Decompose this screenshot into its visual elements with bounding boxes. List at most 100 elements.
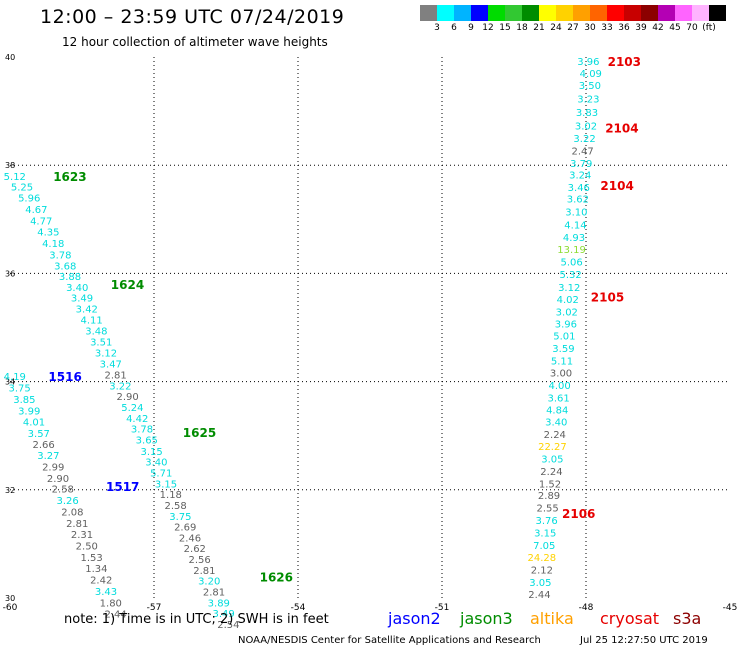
x-tick-label: -54 <box>291 603 306 613</box>
pass-number-label: 2106 <box>562 507 595 521</box>
wave-height-value: 4.01 <box>23 418 45 429</box>
wave-height-value: 3.83 <box>576 108 598 119</box>
wave-height-value: 2.24 <box>544 430 566 441</box>
wave-height-value: 3.27 <box>37 451 59 462</box>
scale-swatch <box>573 5 590 21</box>
x-tick-label: -60 <box>3 603 18 613</box>
wave-height-value: 4.84 <box>546 406 568 417</box>
wave-height-value: 3.48 <box>85 327 107 338</box>
wave-height-value: 1.34 <box>85 564 107 575</box>
pass-number-label: 1623 <box>53 170 86 184</box>
wave-height-value: 4.35 <box>37 228 59 239</box>
wave-height-value: 1.80 <box>100 598 122 609</box>
wave-height-value: 3.40 <box>545 418 567 429</box>
legend-jason3: jason3 <box>460 609 513 628</box>
wave-height-value: 4.00 <box>548 381 570 392</box>
wave-height-value: 2.08 <box>61 507 83 518</box>
wave-height-value: 3.75 <box>169 512 191 523</box>
y-tick-label: 36 <box>5 269 15 278</box>
wave-height-value: 2.81 <box>66 519 88 530</box>
scale-label: 15 <box>499 23 511 33</box>
scale-label: 30 <box>584 23 596 33</box>
wave-height-value: 2.89 <box>538 491 560 502</box>
wave-height-value: 3.99 <box>18 406 40 417</box>
x-tick-label: -48 <box>579 603 594 613</box>
scale-label: 6 <box>451 23 457 33</box>
x-tick-label: -57 <box>147 603 162 613</box>
wave-height-value: 3.47 <box>100 360 122 371</box>
footer-timestamp: Jul 25 12:27:50 UTC 2019 <box>580 635 708 646</box>
wave-height-value: 13.19 <box>557 245 586 256</box>
wave-height-value: 5.24 <box>121 403 143 414</box>
wave-height-value: 3.05 <box>529 578 551 589</box>
scale-label: 45 <box>669 23 681 33</box>
wave-height-value: 2.47 <box>572 147 594 158</box>
axis-tick-labels: -60 -57 -54 -51 -48 -45 40 38 36 34 32 30 <box>3 53 738 613</box>
wave-height-value: 22.27 <box>538 442 567 453</box>
wave-height-value: 3.78 <box>131 425 153 436</box>
wave-height-value: 5.96 <box>18 194 40 205</box>
scale-swatch <box>522 5 539 21</box>
wave-height-observations: 3.964.093.503.233.833.023.222.473.793.24… <box>4 57 602 631</box>
wave-height-value: 2.66 <box>32 440 54 451</box>
wave-height-value: 3.96 <box>577 57 599 68</box>
wave-height-value: 2.90 <box>116 392 138 403</box>
wave-height-value: 3.49 <box>71 294 93 305</box>
wave-height-value: 2.31 <box>71 530 93 541</box>
wave-height-value: 3.57 <box>28 429 50 440</box>
wave-height-value: 3.68 <box>54 261 76 272</box>
scale-swatch <box>624 5 641 21</box>
legend-jason2: jason2 <box>388 609 441 628</box>
scale-swatch <box>692 5 709 21</box>
wave-height-value: 4.19 <box>4 372 26 383</box>
wave-height-value: 2.62 <box>184 544 206 555</box>
scale-swatch <box>590 5 607 21</box>
pass-number-label: 1626 <box>260 570 293 584</box>
wave-height-value: 3.12 <box>558 283 580 294</box>
pass-number-label: 2103 <box>608 55 641 69</box>
footer-credit: NOAA/NESDIS Center for Satellite Applica… <box>238 635 541 646</box>
wave-height-value: 3.22 <box>109 381 131 392</box>
y-tick-label: 32 <box>5 486 15 495</box>
scale-label: 21 <box>533 23 545 33</box>
legend-cryosat: cryosat <box>600 609 660 628</box>
scale-label: 36 <box>618 23 630 33</box>
wave-height-value: 3.62 <box>567 195 589 206</box>
wave-height-value: 2.56 <box>188 555 210 566</box>
legend-altika: altika <box>530 609 574 628</box>
scale-swatch <box>675 5 692 21</box>
scale-swatch <box>471 5 488 21</box>
wave-height-value: 2.55 <box>536 504 558 515</box>
wave-height-value: 3.05 <box>541 454 563 465</box>
scale-label: 18 <box>516 23 528 33</box>
wave-height-value: 3.51 <box>90 338 112 349</box>
wave-height-value: 5.71 <box>150 468 172 479</box>
wave-height-value: 2.24 <box>540 467 562 478</box>
y-tick-label: 30 <box>5 594 15 603</box>
wave-height-value: 4.11 <box>80 315 102 326</box>
scale-label: 42 <box>652 23 664 33</box>
wave-height-value: 2.69 <box>174 523 196 534</box>
y-tick-label: 38 <box>5 161 15 170</box>
wave-height-value: 4.09 <box>580 69 602 80</box>
wave-height-value: 2.58 <box>164 501 186 512</box>
pass-labels: 2103 2104 2104 2105 2106 1623 1624 1625 1626 1516… <box>48 55 641 585</box>
scale-swatch <box>454 5 471 21</box>
color-scale-labels: 3 6 9 12 15 18 21 24 27 30 33 36 39 42 45 70 (ft) <box>420 23 740 35</box>
pass-number-label: 2104 <box>600 179 633 193</box>
x-tick-label: -45 <box>723 603 738 613</box>
wave-height-value: 3.42 <box>76 305 98 316</box>
wave-height-value: 5.01 <box>553 332 575 343</box>
scale-swatch <box>641 5 658 21</box>
scale-swatch <box>488 5 505 21</box>
scale-swatch <box>539 5 556 21</box>
wave-height-value: 1.53 <box>80 553 102 564</box>
wave-height-value: 1.18 <box>160 490 182 501</box>
y-tick-label: 40 <box>5 53 15 62</box>
footer-note-row: note: 1) Time is in UTC; 2) SWH is in fe… <box>0 609 740 632</box>
wave-height-value: 3.10 <box>565 208 587 219</box>
map-subtitle: 12 hour collection of altimeter wave hei… <box>62 35 328 49</box>
wave-height-value: 4.93 <box>563 233 585 244</box>
color-scale-bar <box>420 5 726 21</box>
